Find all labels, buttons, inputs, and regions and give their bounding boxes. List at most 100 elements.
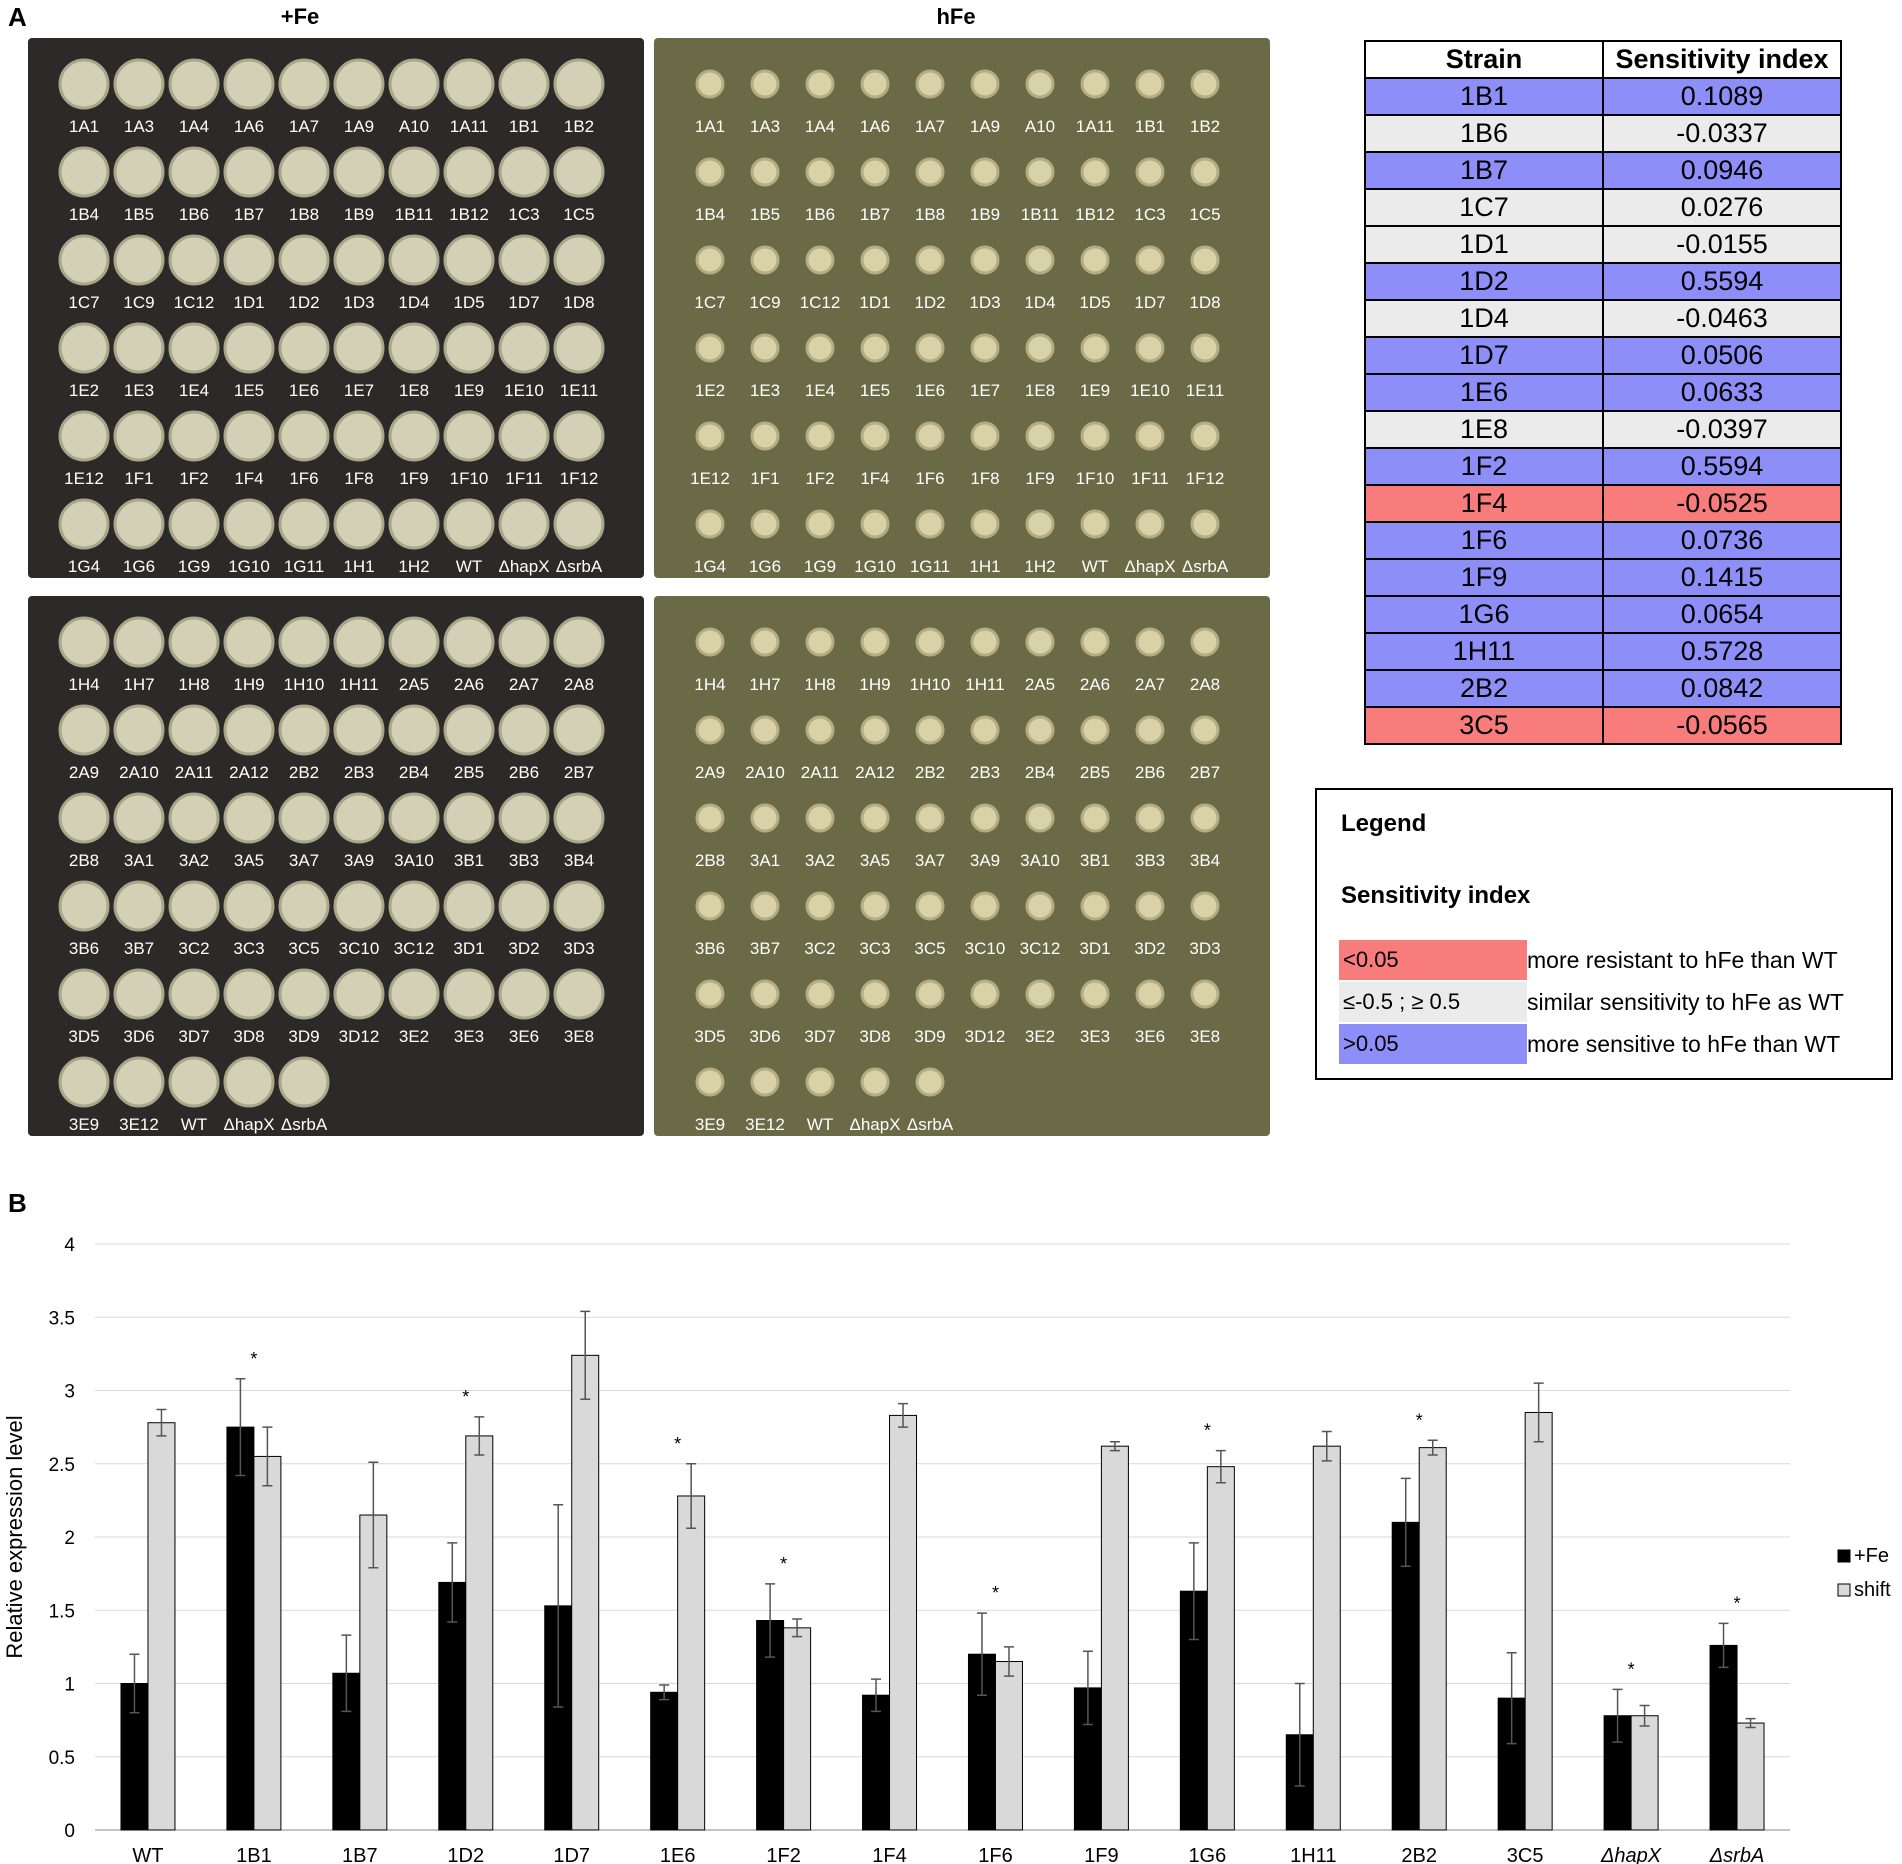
strain-label: 3D2 xyxy=(508,939,539,958)
colony-spot xyxy=(1135,979,1165,1009)
strain-label: 3A1 xyxy=(124,851,154,870)
colony-spot xyxy=(278,704,330,756)
colony-spot xyxy=(443,146,495,198)
error-bar xyxy=(235,1378,246,1477)
strain-label: ΔsrbA xyxy=(907,1115,954,1134)
colony-spot xyxy=(1135,245,1165,275)
bar xyxy=(571,1354,600,1831)
strain-label: 1H7 xyxy=(123,675,154,694)
strain-label: 1E10 xyxy=(1130,381,1170,400)
strain-label: 1H11 xyxy=(965,675,1004,694)
strain-label: 1E11 xyxy=(1186,381,1224,400)
colony-spot xyxy=(498,146,550,198)
strain-label: 1A1 xyxy=(69,117,99,136)
colony-spot xyxy=(58,410,110,462)
colony-spot xyxy=(223,234,275,286)
colony-spot xyxy=(388,616,440,668)
colony-spot xyxy=(1025,891,1055,921)
colony-spot xyxy=(498,322,550,374)
strain-label: 3C12 xyxy=(394,939,435,958)
strain-label: 1D8 xyxy=(1189,293,1220,312)
y-tick-label: 0 xyxy=(64,1821,75,1842)
colony-spot xyxy=(58,968,110,1020)
table-row: 1D4 -0.0463 xyxy=(1364,299,1842,338)
colony-spot xyxy=(860,333,890,363)
x-tick-label: 1F9 xyxy=(1084,1845,1118,1864)
colony-spot xyxy=(915,803,945,833)
error-bar xyxy=(553,1504,564,1708)
strain-label: 3B1 xyxy=(1080,851,1110,870)
strain-label: 1H8 xyxy=(178,675,209,694)
strain-label: 1G9 xyxy=(178,557,210,576)
strain-cell: 1E6 xyxy=(1364,373,1604,412)
colony-spot xyxy=(388,880,440,932)
table-row: 1F6 0.0736 xyxy=(1364,521,1842,560)
bar xyxy=(438,1581,467,1831)
strain-label: 3C2 xyxy=(804,939,835,958)
colony-spot xyxy=(498,792,550,844)
legend-swatch: ≤-0.5 ; ≥ 0.5 xyxy=(1339,982,1527,1022)
colony-spot xyxy=(388,58,440,110)
colony-spot xyxy=(223,410,275,462)
legend-description: more sensitive to hFe than WT xyxy=(1527,1031,1841,1057)
error-bar xyxy=(341,1634,352,1713)
strain-label: 1A6 xyxy=(234,117,264,136)
colony-spot xyxy=(1025,333,1055,363)
colony-spot xyxy=(443,792,495,844)
error-bar xyxy=(368,1461,379,1569)
bar xyxy=(783,1627,812,1831)
strain-label: 1A3 xyxy=(750,117,780,136)
colony-spot xyxy=(805,509,835,539)
colony-spot xyxy=(58,792,110,844)
colony-spot xyxy=(333,58,385,110)
strain-label: 1H4 xyxy=(68,675,99,694)
strain-label: 1E4 xyxy=(805,381,835,400)
colony-spot xyxy=(1080,715,1110,745)
plate-top-hfe: 1A1 1A3 1A4 1A6 1A7 1A9 A10 1A11 1B1 1B2 1B4 1B5 1B6… xyxy=(654,38,1270,578)
strain-label: 2A7 xyxy=(509,675,539,694)
plate-title-hfe: hFe xyxy=(936,4,976,29)
colony-spot xyxy=(1190,69,1220,99)
strain-label: 1A4 xyxy=(179,117,209,136)
strain-label: 3C10 xyxy=(965,939,1006,958)
strain-label: 1C3 xyxy=(508,205,539,224)
colony-spot xyxy=(1135,715,1165,745)
y-tick-label: 2 xyxy=(64,1528,75,1549)
colony-spot xyxy=(443,704,495,756)
table-header-row: Strain Sensitivity index xyxy=(1364,40,1842,79)
strain-label: 1E12 xyxy=(690,469,730,488)
strain-label: ΔsrbA xyxy=(281,1115,328,1134)
colony-spot xyxy=(168,792,220,844)
colony-spot xyxy=(1080,157,1110,187)
x-tick-label: 1B1 xyxy=(236,1845,272,1864)
colony-spot xyxy=(278,498,330,550)
colony-spot xyxy=(333,498,385,550)
strain-cell: 1F9 xyxy=(1364,558,1604,597)
strain-label: 1B5 xyxy=(750,205,780,224)
strain-label: 1D5 xyxy=(453,293,484,312)
strain-label: 1A7 xyxy=(289,117,319,136)
sensitivity-index-cell: 0.0654 xyxy=(1602,595,1842,634)
strain-label: 1H9 xyxy=(859,675,890,694)
colony-spot xyxy=(1080,245,1110,275)
significance-marker: * xyxy=(1204,1421,1211,1441)
colony-spot xyxy=(388,410,440,462)
colony-spot xyxy=(443,410,495,462)
sensitivity-index-cell: -0.0397 xyxy=(1602,410,1842,449)
colony-spot xyxy=(333,704,385,756)
colony-spot xyxy=(750,69,780,99)
strain-label: 3D2 xyxy=(1134,939,1165,958)
strain-cell: 1F2 xyxy=(1364,447,1604,486)
sensitivity-index-cell: 0.0276 xyxy=(1602,188,1842,227)
strain-label: WT xyxy=(1082,557,1108,576)
sensitivity-index-cell: -0.0337 xyxy=(1602,114,1842,153)
colony-spot xyxy=(860,69,890,99)
chart-legend-label: shift xyxy=(1854,1579,1891,1601)
table-row: 2B2 0.0842 xyxy=(1364,669,1842,708)
strain-label: 1B1 xyxy=(509,117,539,136)
bar xyxy=(650,1691,679,1831)
strain-label: 1A6 xyxy=(860,117,890,136)
legend-description: similar sensitivity to hFe as WT xyxy=(1527,989,1844,1015)
strain-label: 1E9 xyxy=(1080,381,1110,400)
strain-label: 1A11 xyxy=(1076,117,1114,136)
